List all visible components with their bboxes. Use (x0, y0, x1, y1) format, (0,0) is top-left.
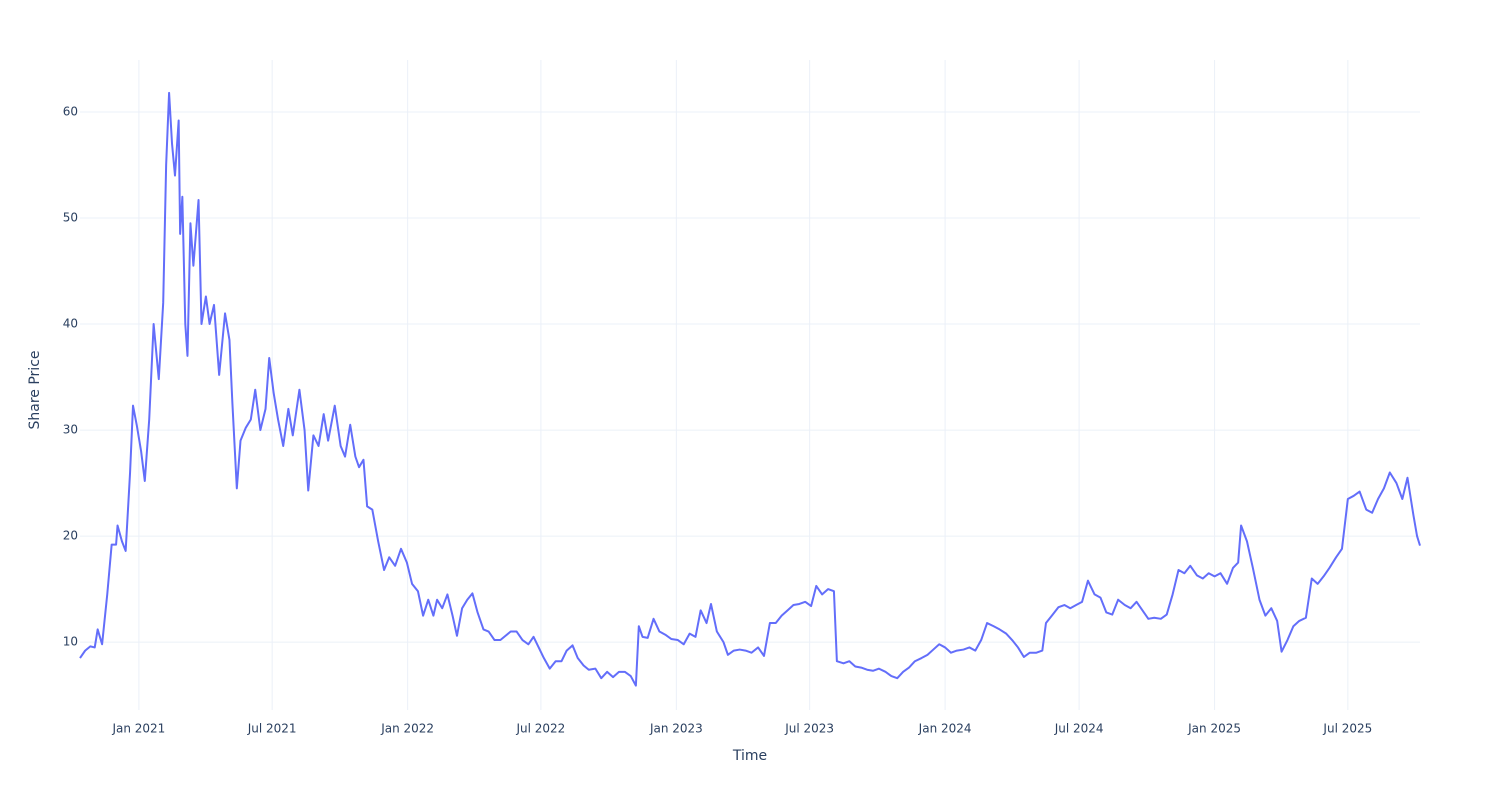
x-tick-label: Jul 2021 (247, 722, 297, 736)
x-tick-label: Jul 2023 (784, 722, 834, 736)
x-tick-label: Jul 2022 (515, 722, 565, 736)
y-tick-label: 20 (63, 529, 78, 543)
y-axis-title: Share Price (27, 350, 43, 429)
x-tick-label: Jul 2024 (1054, 722, 1104, 736)
x-tick-label: Jan 2024 (918, 722, 972, 736)
x-tick-label: Jan 2021 (111, 722, 165, 736)
grid (80, 60, 1420, 710)
y-tick-label: 60 (63, 104, 78, 118)
plot-area (79, 91, 1421, 687)
x-tick-label: Jan 2025 (1187, 722, 1241, 736)
x-tick-label: Jul 2025 (1322, 722, 1372, 736)
y-tick-label: 30 (63, 423, 78, 437)
y-tick-label: 40 (63, 317, 78, 331)
y-tick-label: 50 (63, 210, 78, 224)
price-line (79, 91, 1421, 687)
x-tick-label: Jan 2023 (649, 722, 703, 736)
x-axis-title: Time (732, 748, 767, 764)
y-tick-label: 10 (63, 635, 78, 649)
x-tick-label: Jan 2022 (380, 722, 434, 736)
